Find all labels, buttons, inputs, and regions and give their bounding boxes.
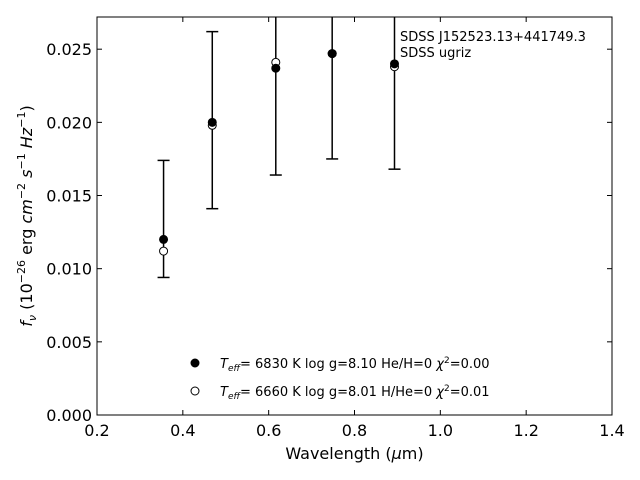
x-tick-label: 0.4 (170, 421, 195, 440)
filled-circle-point (271, 63, 281, 73)
errorbars-layer (157, 17, 401, 279)
x-tick-label: 1.2 (513, 421, 538, 440)
legend-label: Teff= 6830 K log g=8.10 He/H=0 χ2=0.00 (220, 356, 490, 374)
object-name-annotation: SDSS J152523.13+441749.3 (400, 30, 586, 45)
open-circle-point (159, 246, 169, 256)
filled-circle-point (327, 49, 337, 59)
x-tick-label: 0.2 (84, 421, 109, 440)
points-layer (159, 49, 399, 256)
filter-set-annotation: SDSS ugriz (400, 46, 471, 61)
x-tick-label: 0.8 (342, 421, 367, 440)
filled-circle-point (389, 59, 399, 69)
y-tick-label: 0.010 (46, 260, 92, 279)
y-tick-label: 0.015 (46, 187, 92, 206)
filled-circle-point (159, 234, 169, 244)
x-tick-label: 0.6 (256, 421, 281, 440)
x-tick-label: 1.4 (599, 421, 624, 440)
legend-marker-open-circle (190, 386, 200, 396)
ticks-layer: 0.2 0.4 0.6 0.8 1.0 1.2 1.4 0.000 0.005 0.010 0.01… (46, 17, 625, 440)
y-axis-label: fν (10−26 erg cm−2 s−1 Hz−1) (15, 105, 39, 326)
plot-frame (96, 16, 613, 416)
legend-label: Teff= 6660 K log g=8.01 H/He=0 χ2=0.01 (220, 384, 490, 402)
y-tick-label: 0.005 (46, 333, 92, 352)
legend-marker-filled-circle (190, 358, 200, 368)
y-tick-label: 0.000 (46, 406, 92, 425)
x-axis-label: Wavelength (μm) (285, 444, 423, 463)
legend: Teff= 6830 K log g=8.10 He/H=0 χ2=0.00 Te… (190, 356, 490, 402)
filled-circle-point (207, 117, 217, 127)
y-tick-label: 0.025 (46, 40, 92, 59)
y-tick-label: 0.020 (46, 113, 92, 132)
x-tick-label: 1.0 (428, 421, 453, 440)
